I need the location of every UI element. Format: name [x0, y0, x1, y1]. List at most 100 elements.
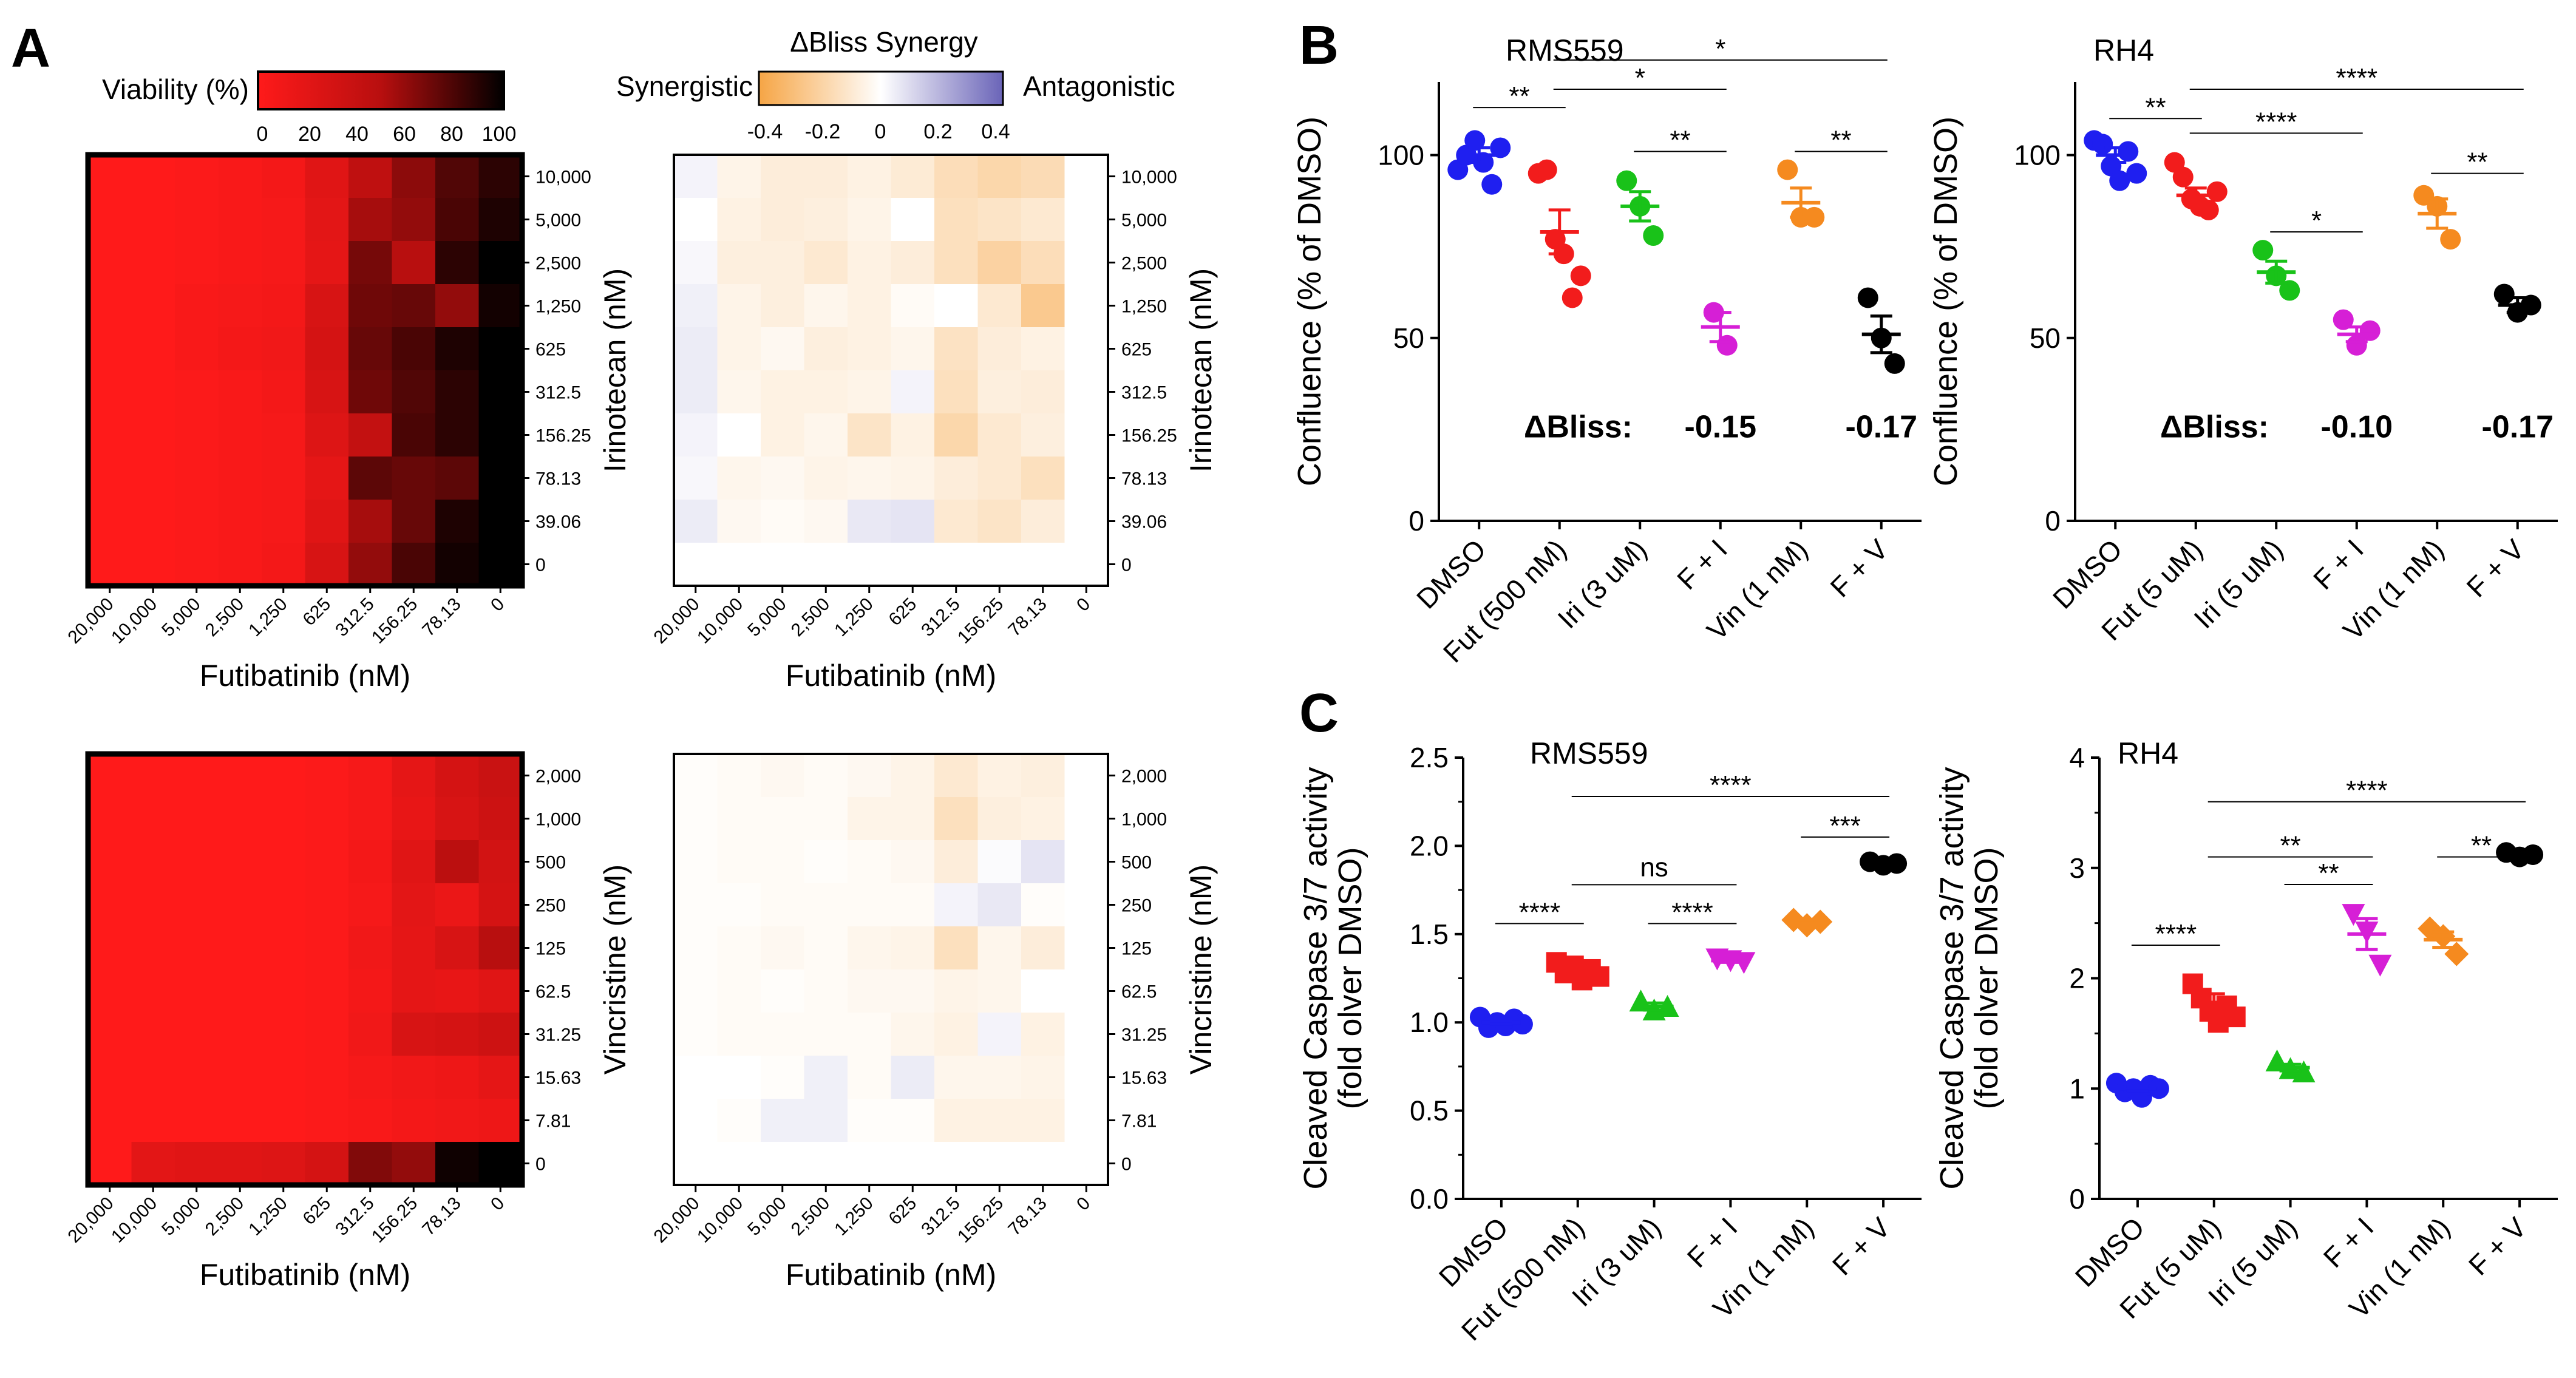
heatmap-cell	[348, 155, 393, 199]
heatmap-cell	[891, 500, 935, 543]
heatmap-cell	[804, 198, 848, 242]
series-fv	[1860, 851, 1908, 876]
heatmap-cell	[1064, 198, 1109, 242]
heatmap-cell	[848, 1013, 892, 1056]
heatmap-cell	[977, 370, 1022, 414]
series-iri	[2265, 1049, 2316, 1082]
viability-colorbar-tick: 60	[393, 123, 416, 146]
series-fut	[2182, 973, 2246, 1033]
x-tick-label: F + V	[2460, 533, 2530, 603]
heatmap-cell	[88, 413, 132, 457]
heatmap-cell	[977, 327, 1022, 371]
heatmap-cell	[88, 1142, 132, 1186]
viability-colorbar-tick: 0	[257, 123, 268, 146]
heatmap-cell	[348, 1099, 393, 1142]
heatmap-cell	[674, 198, 718, 242]
heatmap-cell	[848, 413, 892, 457]
heatmap-cell	[977, 1013, 1022, 1056]
data-point	[1512, 1014, 1533, 1035]
heatmap-cell	[934, 840, 979, 884]
heatmap-cell	[1064, 797, 1109, 841]
heatmap-cell	[392, 883, 436, 927]
heatmap-cell	[934, 754, 979, 798]
series-fut	[1528, 159, 1591, 308]
heatmap-cell	[218, 327, 262, 371]
heatmap-cell	[848, 840, 892, 884]
heatmap-cell	[1021, 457, 1065, 500]
heatmap-cell	[218, 926, 262, 970]
heatmap-x-tick: 1,250	[245, 1193, 291, 1240]
heatmap-cell	[977, 155, 1022, 199]
data-point	[2368, 954, 2392, 977]
heatmap-cell	[348, 198, 393, 242]
heatmap-cell	[131, 241, 175, 285]
heatmap-x-label: Futibatinib (nM)	[786, 659, 996, 693]
series-vin	[2413, 185, 2461, 250]
heatmap-x-tick: 625	[299, 594, 335, 630]
series-iri	[2252, 240, 2300, 301]
heatmap-cell	[305, 155, 349, 199]
heatmap-cell	[977, 883, 1022, 927]
heatmap-cell	[88, 797, 132, 841]
heatmap-bliss-vincristine: 2,000 1,000 500 250 125 62.5 31.25 15.63 7.81 0 20…	[650, 753, 1218, 1292]
heatmap-y-tick: 2,500	[1121, 254, 1167, 274]
heatmap-cell	[804, 327, 848, 371]
heatmap-cell	[848, 754, 892, 798]
heatmap-cell	[717, 327, 761, 371]
heatmap-cell	[717, 1056, 761, 1099]
heatmap-x-tick: 5,000	[744, 1193, 790, 1240]
heatmap-cell	[934, 284, 979, 328]
heatmap-cell	[804, 370, 848, 414]
heatmap-y-tick: 250	[535, 896, 566, 916]
heatmap-cell	[262, 457, 306, 500]
heatmap-x-tick: 10,000	[693, 594, 747, 648]
heatmap-cell	[674, 1013, 718, 1056]
heatmap-cell	[348, 457, 393, 500]
heatmap-cell	[262, 754, 306, 798]
heatmap-cell	[478, 1099, 523, 1142]
heatmap-cell	[1064, 883, 1109, 927]
y-tick-label: 50	[2030, 322, 2061, 354]
heatmap-y-tick: 1,250	[535, 297, 581, 317]
heatmap-cell	[175, 797, 219, 841]
heatmap-cell	[848, 969, 892, 1013]
y-axis-label-sub: (fold olver DMSO)	[1332, 847, 1368, 1109]
heatmap-cell	[977, 1142, 1022, 1186]
heatmap-cell	[761, 969, 805, 1013]
heatmap-cell	[88, 1013, 132, 1056]
heatmap-y-tick: 15.63	[535, 1068, 581, 1088]
heatmap-y-tick: 10,000	[535, 168, 591, 188]
heatmap-cell	[717, 926, 761, 970]
panel-label-c: C	[1299, 683, 1339, 744]
heatmap-cell	[478, 198, 523, 242]
bliss-value-fi: -0.15	[1684, 410, 1756, 445]
heatmap-cell	[848, 327, 892, 371]
heatmap-cell	[1064, 327, 1109, 371]
heatmap-cell	[348, 754, 393, 798]
heatmap-cell	[1021, 1056, 1065, 1099]
y-tick-label: 0.0	[1410, 1183, 1449, 1215]
heatmap-cell	[305, 1099, 349, 1142]
heatmap-y-tick: 31.25	[535, 1025, 581, 1045]
significance-label: *	[2311, 206, 2322, 236]
heatmap-cell	[1064, 543, 1109, 586]
y-axis-label: Confluence (% of DMSO)	[1291, 117, 1328, 486]
heatmap-cell	[392, 155, 436, 199]
bliss-colorbar-title: ΔBliss Synergy	[790, 26, 977, 58]
heatmap-cell	[761, 500, 805, 543]
heatmap-cell	[218, 370, 262, 414]
heatmap-cell	[717, 284, 761, 328]
heatmap-cell	[478, 327, 523, 371]
heatmap-y-tick: 62.5	[1121, 982, 1157, 1002]
plot-title: RMS559	[1506, 33, 1624, 67]
heatmap-x-tick: 156.25	[954, 1193, 1007, 1247]
heatmap-cell	[891, 1013, 935, 1056]
heatmap-cell	[175, 413, 219, 457]
heatmap-cell	[392, 500, 436, 543]
heatmap-cell	[1064, 155, 1109, 199]
heatmap-cell	[218, 155, 262, 199]
viability-colorbar-gradient	[257, 70, 505, 110]
significance-label: **	[2471, 831, 2492, 861]
data-point	[1570, 265, 1591, 287]
